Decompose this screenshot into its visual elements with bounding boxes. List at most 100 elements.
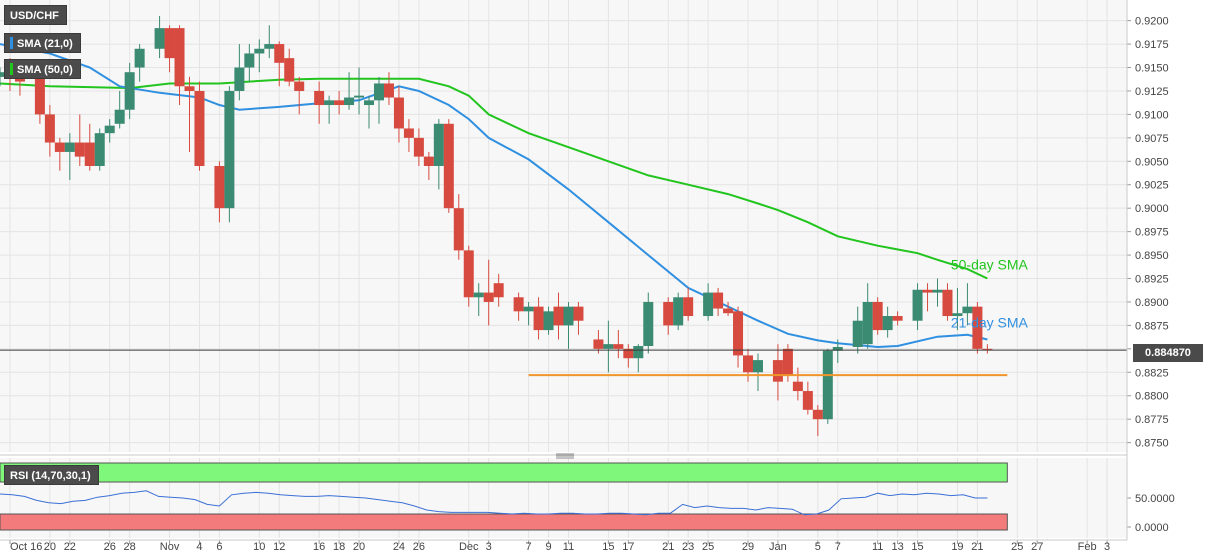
date-tick-label: 11 [563, 541, 574, 553]
price-tick-label: 0.8875 [1135, 320, 1169, 332]
date-tick-label: 23 [682, 541, 694, 553]
bullish-candle [473, 283, 484, 317]
bullish-candle [543, 306, 554, 335]
bearish-candle [453, 194, 464, 260]
date-tick-label: 18 [333, 541, 345, 553]
candle-body [184, 86, 195, 91]
candle-body [473, 292, 484, 298]
bullish-candle [563, 301, 574, 349]
bullish-candle [912, 283, 923, 331]
bearish-candle [972, 301, 983, 354]
date-tick-label: 26 [413, 541, 425, 553]
bearish-candle [194, 81, 205, 171]
sma50-legend[interactable]: SMA (50,0) [4, 59, 81, 79]
candle-body [872, 301, 883, 331]
date-tick-label: 19 [951, 541, 963, 553]
rsi-legend-text: RSI (14,70,30,1) [10, 470, 91, 482]
candle-body [244, 53, 255, 68]
candle-body [972, 306, 983, 349]
date-tick-label: 11 [872, 541, 883, 553]
panel-resize-handle[interactable] [556, 453, 574, 459]
bullish-candle [124, 62, 135, 120]
date-tick-label: Jan [769, 541, 787, 553]
candle-body [264, 44, 275, 49]
candlestick-series [0, 15, 993, 437]
candle-body [533, 306, 544, 331]
date-tick-label: 3 [1104, 541, 1110, 553]
rsi-zones [0, 462, 1008, 531]
candle-body [743, 355, 754, 373]
bullish-candle [64, 133, 75, 181]
date-tick-label: 17 [622, 541, 634, 553]
candle-body [403, 128, 414, 138]
date-tick-label: Dec [459, 541, 479, 553]
symbol-label[interactable]: USD/CHF [4, 5, 67, 25]
bearish-candle [573, 301, 584, 335]
bearish-candle [423, 151, 434, 181]
candle-body [832, 346, 843, 351]
bearish-candle [663, 297, 674, 335]
candle-body [284, 58, 295, 82]
candle-body [364, 100, 375, 106]
bearish-candle [792, 367, 803, 401]
bearish-candle [802, 381, 813, 415]
bearish-candle [74, 114, 85, 166]
candle-body [463, 250, 474, 298]
candle-body [882, 316, 893, 331]
date-tick-label: 26 [104, 541, 116, 553]
candle-body [194, 90, 205, 166]
candle-body [154, 28, 165, 49]
sma21-legend[interactable]: SMA (21,0) [4, 33, 81, 53]
candle-body [274, 44, 285, 63]
date-tick-label: 21 [971, 541, 983, 553]
date-tick-label: 20 [44, 541, 56, 553]
rsi-line [0, 490, 988, 516]
bearish-candle [443, 119, 454, 213]
candle-body [354, 95, 365, 98]
candle-body [942, 289, 953, 317]
date-tick-label: 27 [1031, 541, 1043, 553]
price-tick-label: 0.9025 [1135, 180, 1169, 192]
candle-body [234, 67, 245, 91]
bearish-candle [413, 128, 424, 166]
bearish-candle [284, 48, 295, 87]
price-tick-label: 0.8750 [1135, 438, 1169, 450]
candle-body [733, 311, 744, 356]
candle-body [164, 28, 175, 59]
price-tick-label: 0.8800 [1135, 391, 1169, 403]
rsi-legend[interactable]: RSI (14,70,30,1) [4, 465, 99, 485]
date-tick-label: Feb [1078, 541, 1097, 553]
candle-body [573, 306, 584, 321]
bullish-candle [324, 95, 335, 124]
bullish-candle [643, 292, 654, 354]
rsi-tick-label: 0.0000 [1135, 522, 1169, 534]
bearish-candle [513, 292, 524, 321]
date-tick-label: 28 [124, 541, 136, 553]
bearish-candle [623, 344, 634, 368]
candle-body [782, 348, 793, 376]
price-tick-label: 0.8825 [1135, 367, 1169, 379]
date-tick-label: 29 [742, 541, 754, 553]
price-tick-label: 0.8900 [1135, 297, 1169, 309]
bullish-candle [633, 344, 644, 373]
date-tick-label: 16 [313, 541, 325, 553]
bullish-candle [134, 44, 145, 82]
candle-body [64, 142, 75, 152]
date-tick-label: 13 [891, 541, 903, 553]
date-tick-label: 24 [393, 541, 405, 553]
candle-body [94, 133, 105, 166]
candle-body [513, 297, 524, 312]
candle-body [723, 308, 734, 314]
date-tick-label: 4 [196, 541, 202, 553]
bullish-candle [264, 25, 275, 59]
candle-body [613, 344, 624, 349]
bullish-candle [832, 339, 843, 363]
price-tick-label: 0.8925 [1135, 274, 1169, 286]
price-tick-label: 0.9200 [1135, 16, 1169, 28]
candle-body [922, 289, 933, 293]
bullish-candle [373, 76, 384, 124]
sma50-annotation: 50-day SMA [951, 257, 1029, 273]
candle-body [84, 142, 95, 166]
candle-body [663, 301, 674, 326]
date-tick-label: 5 [815, 541, 821, 553]
